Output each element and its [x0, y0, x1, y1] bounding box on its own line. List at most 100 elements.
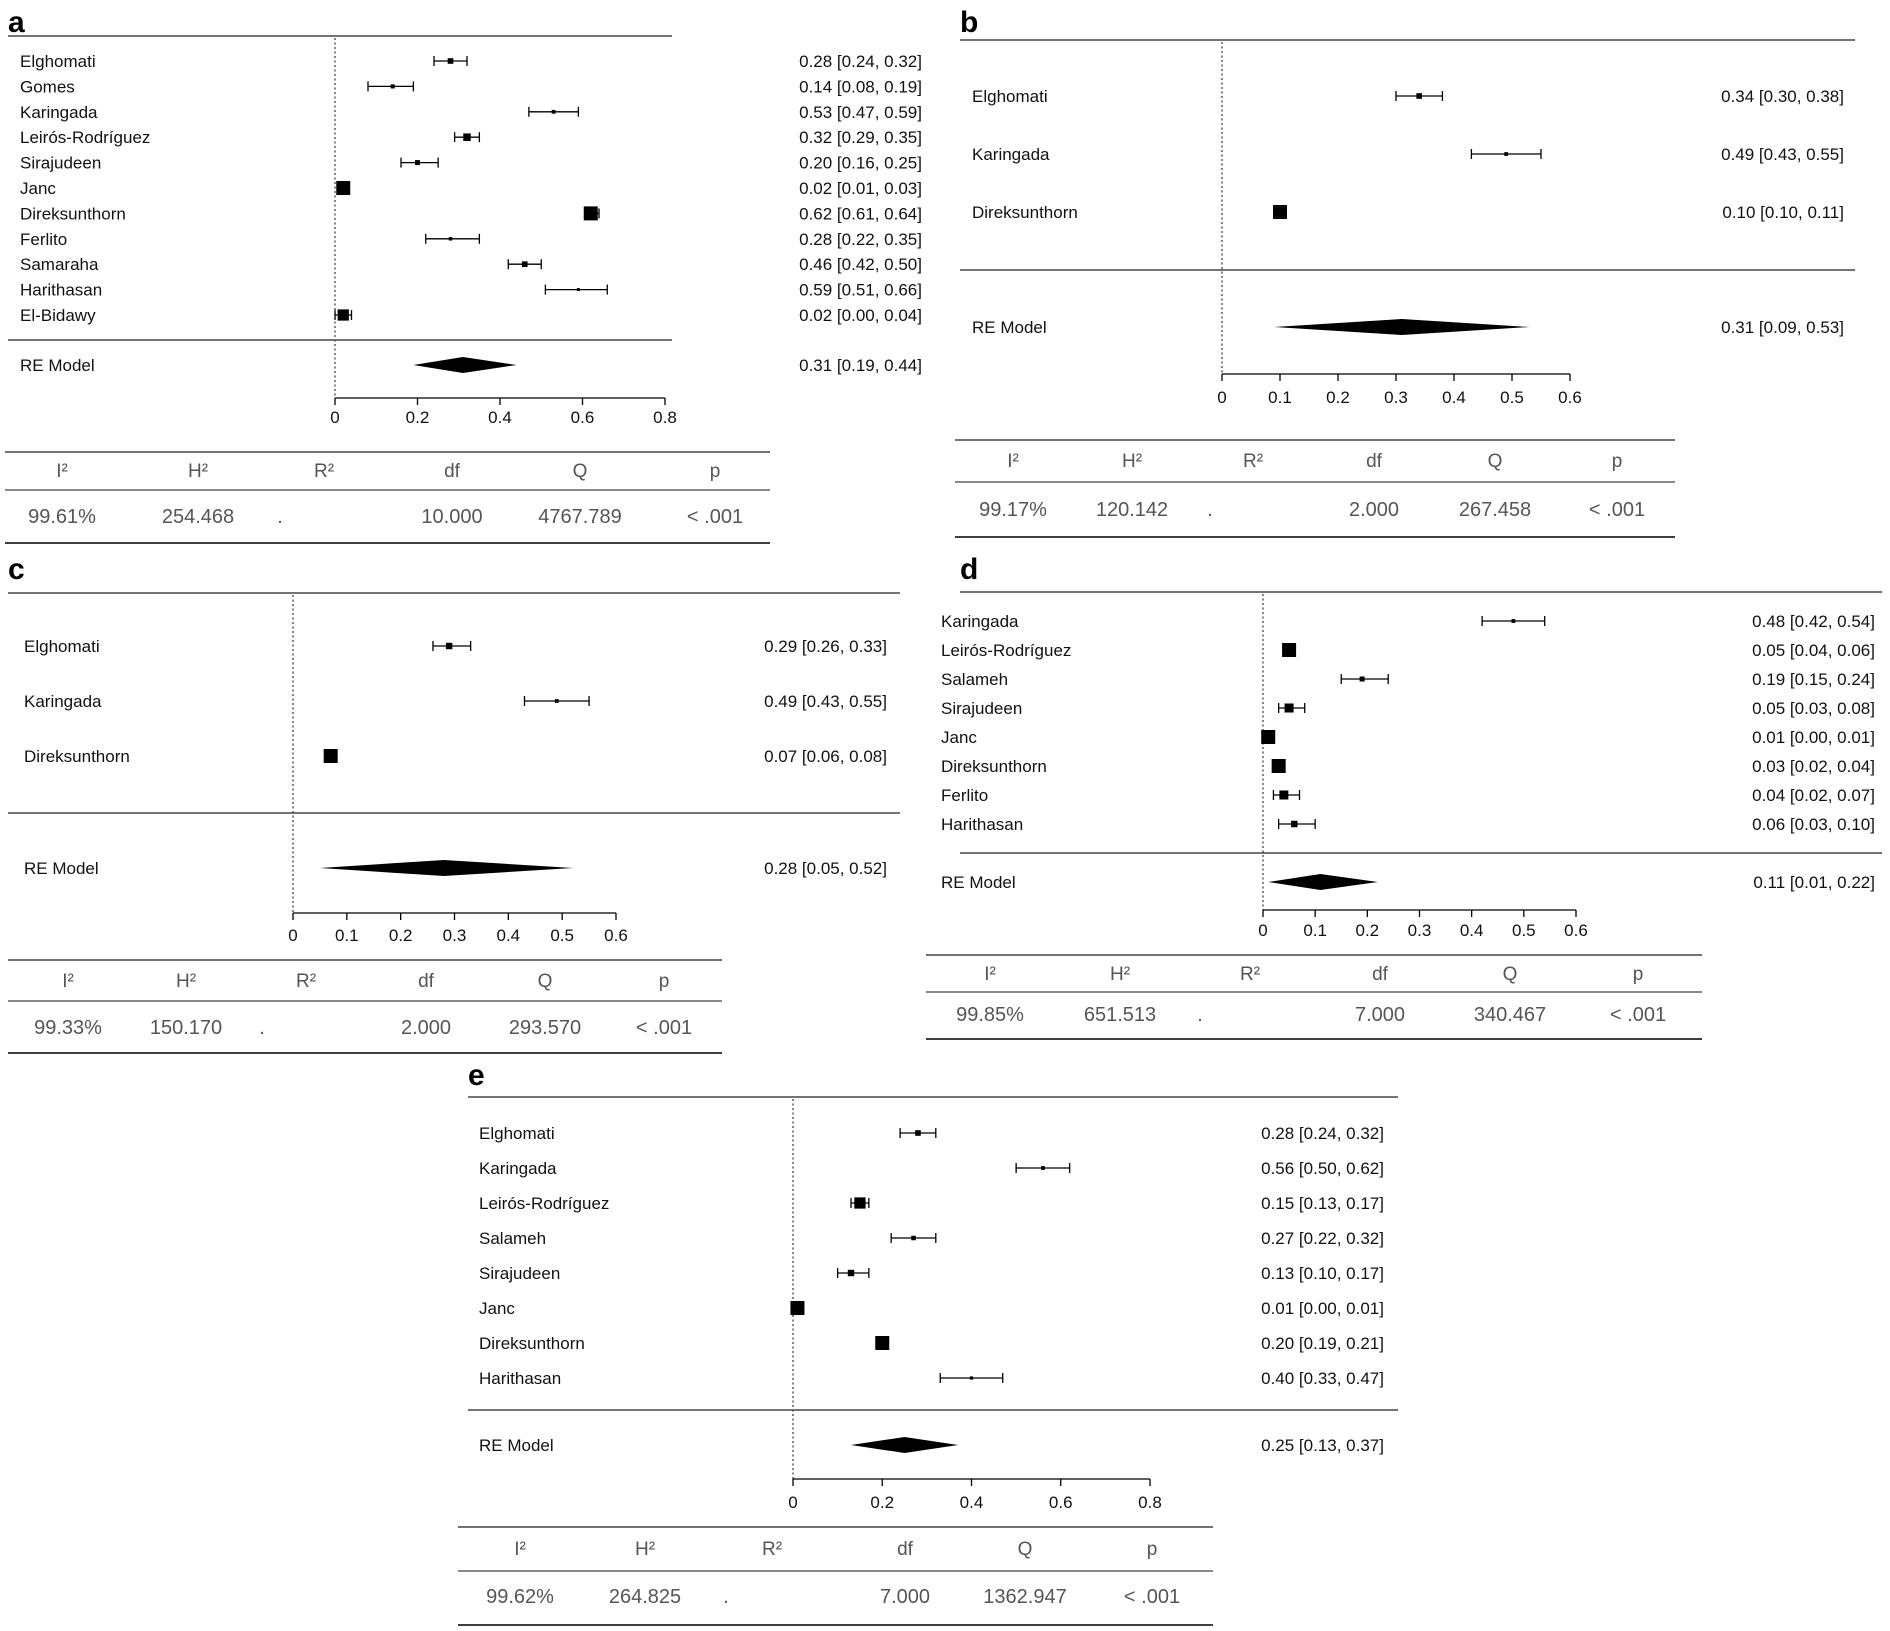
- x-tick-label: 0.3: [1384, 388, 1408, 407]
- summary-label: RE Model: [941, 873, 1016, 892]
- ci-text: 0.29 [0.26, 0.33]: [764, 637, 887, 656]
- x-tick-label: 0.6: [1049, 1493, 1073, 1512]
- study-label: Salameh: [941, 670, 1008, 689]
- x-tick-label: 0.2: [1326, 388, 1350, 407]
- point-estimate: [390, 84, 395, 89]
- x-tick-label: 0.6: [604, 926, 628, 945]
- summary-label: RE Model: [24, 859, 99, 878]
- study-row: Direksunthorn 0.03 [0.02, 0.04]: [941, 757, 1875, 776]
- x-tick-label: 0.4: [1442, 388, 1466, 407]
- table-value-cell: < .001: [1589, 499, 1645, 521]
- ci-text: 0.05 [0.04, 0.06]: [1752, 641, 1875, 660]
- x-tick-label: 0.1: [1303, 921, 1327, 940]
- x-tick-label: 0.8: [1138, 1493, 1162, 1512]
- x-tick-label: 0.2: [1356, 921, 1380, 940]
- x-axis: 0 0.1 0.2 0.3 0.4 0.5 0.6: [1258, 909, 1588, 940]
- x-tick-label: 0.5: [1512, 921, 1536, 940]
- point-estimate: [1359, 676, 1365, 682]
- study-row: Salameh 0.27 [0.22, 0.32]: [479, 1229, 1384, 1248]
- table-value-cell: < .001: [1124, 1586, 1180, 1608]
- ci-text: 0.01 [0.00, 0.01]: [1261, 1299, 1384, 1318]
- x-tick-label: 0.2: [870, 1493, 894, 1512]
- table-header-cell: Q: [1018, 1539, 1033, 1560]
- table-value-cell: 264.825: [609, 1586, 681, 1608]
- ci-text: 0.03 [0.02, 0.04]: [1752, 757, 1875, 776]
- table-value-cell: 99.17%: [979, 499, 1047, 521]
- table-header-cell: p: [1147, 1539, 1158, 1560]
- study-row: Elghomati 0.28 [0.24, 0.32]: [479, 1124, 1384, 1143]
- study-row: Harithasan 0.40 [0.33, 0.47]: [479, 1369, 1384, 1388]
- study-label: Leirós-Rodríguez: [941, 641, 1071, 660]
- x-axis: 0 0.1 0.2 0.3 0.4 0.5 0.6: [288, 912, 628, 945]
- ci-text: 0.14 [0.08, 0.19]: [799, 77, 922, 96]
- study-row: Karingada 0.49 [0.43, 0.55]: [972, 145, 1844, 164]
- table-value-cell: 293.570: [509, 1017, 581, 1039]
- x-tick-label: 0.3: [443, 926, 467, 945]
- study-label: Harithasan: [20, 281, 102, 300]
- table-header-cell: H²: [1110, 964, 1130, 985]
- ci-text: 0.53 [0.47, 0.59]: [799, 103, 922, 122]
- study-label: Direksunthorn: [479, 1334, 585, 1353]
- study-row: Direksunthorn 0.07 [0.06, 0.08]: [24, 747, 887, 766]
- study-label: Gomes: [20, 77, 75, 96]
- point-estimate: [915, 1130, 921, 1136]
- table-header-cell: Q: [1503, 964, 1518, 985]
- study-row: Sirajudeen 0.13 [0.10, 0.17]: [479, 1264, 1384, 1283]
- x-tick-label: 0.4: [497, 926, 521, 945]
- ci-text: 0.28 [0.24, 0.32]: [1261, 1124, 1384, 1143]
- x-tick-label: 0.6: [1564, 921, 1588, 940]
- point-estimate: [554, 699, 559, 703]
- summary-row: RE Model 0.11 [0.01, 0.22]: [941, 873, 1875, 892]
- study-row: Sirajudeen 0.05 [0.03, 0.08]: [941, 699, 1875, 718]
- study-label: Leirós-Rodríguez: [479, 1194, 609, 1213]
- study-label: Karingada: [479, 1159, 557, 1178]
- study-row: Karingada 0.53 [0.47, 0.59]: [20, 103, 922, 122]
- ci-text: 0.56 [0.50, 0.62]: [1261, 1159, 1384, 1178]
- point-estimate: [521, 261, 528, 268]
- study-label: Sirajudeen: [479, 1264, 560, 1283]
- point-estimate: [1279, 790, 1289, 800]
- x-tick-label: 0.1: [335, 926, 359, 945]
- x-tick-label: 0.8: [653, 408, 677, 427]
- point-estimate: [875, 1336, 890, 1350]
- x-tick-label: 0.6: [571, 408, 595, 427]
- x-tick-label: 0.2: [389, 926, 413, 945]
- x-axis: 0 0.2 0.4 0.6 0.8: [788, 1478, 1162, 1512]
- ci-text: 0.27 [0.22, 0.32]: [1261, 1229, 1384, 1248]
- summary-label: RE Model: [479, 1436, 554, 1455]
- point-estimate: [1511, 619, 1516, 623]
- study-label: Karingada: [24, 692, 102, 711]
- table-value-cell: 7.000: [1355, 1004, 1405, 1026]
- study-label: Karingada: [972, 145, 1050, 164]
- point-estimate: [447, 58, 454, 64]
- ci-text: 0.40 [0.33, 0.47]: [1261, 1369, 1384, 1388]
- point-estimate: [1273, 205, 1287, 219]
- table-value-cell: 7.000: [880, 1586, 930, 1608]
- study-label: Ferlito: [20, 230, 67, 249]
- ci-text: 0.13 [0.10, 0.17]: [1261, 1264, 1384, 1283]
- x-tick-label: 0: [788, 1493, 797, 1512]
- x-axis: 0 0.1 0.2 0.3 0.4 0.5 0.6: [1217, 373, 1582, 407]
- study-label: Direksunthorn: [941, 757, 1047, 776]
- point-estimate: [336, 181, 351, 195]
- study-row: Direksunthorn 0.10 [0.10, 0.11]: [972, 203, 1844, 222]
- ci-text: 0.49 [0.43, 0.55]: [764, 692, 887, 711]
- summary-diamond: [319, 860, 573, 876]
- ci-text: 0.15 [0.13, 0.17]: [1261, 1194, 1384, 1213]
- table-value-cell: 99.33%: [34, 1017, 102, 1039]
- study-row: Karingada 0.49 [0.43, 0.55]: [24, 692, 887, 711]
- table-header-cell: df: [1372, 964, 1389, 985]
- study-label: Karingada: [941, 612, 1019, 631]
- ci-text: 0.07 [0.06, 0.08]: [764, 747, 887, 766]
- table-value-cell: 2.000: [401, 1017, 451, 1039]
- table-header-cell: H²: [635, 1539, 655, 1560]
- table-header-cell: H²: [176, 971, 196, 992]
- ci-text: 0.20 [0.19, 0.21]: [1261, 1334, 1384, 1353]
- study-row: Leirós-Rodríguez 0.32 [0.29, 0.35]: [20, 128, 922, 147]
- x-tick-label: 0: [1217, 388, 1226, 407]
- study-label: Janc: [20, 179, 56, 198]
- table-header-cell: R²: [762, 1539, 782, 1560]
- ci-text: 0.46 [0.42, 0.50]: [799, 255, 922, 274]
